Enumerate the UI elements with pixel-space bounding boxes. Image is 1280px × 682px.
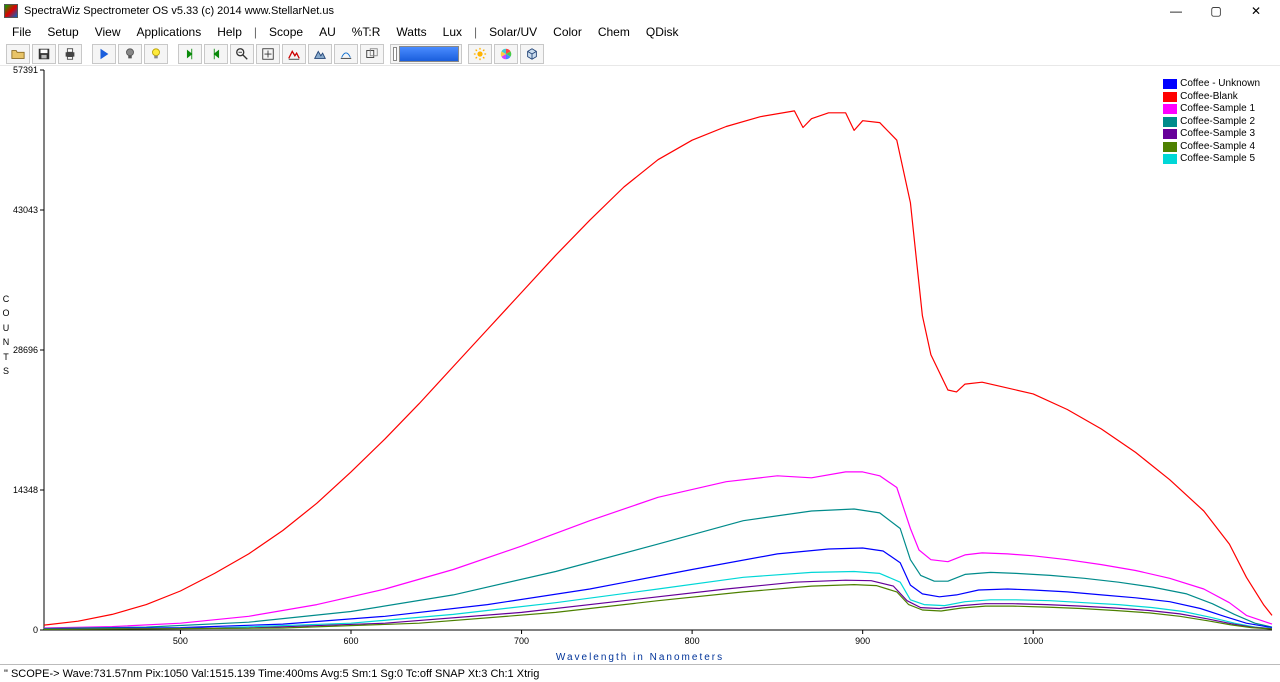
- chart-legend: Coffee - UnknownCoffee-BlankCoffee-Sampl…: [1163, 78, 1260, 166]
- svg-text:600: 600: [343, 636, 358, 646]
- menu-au[interactable]: AU: [311, 23, 344, 41]
- legend-item: Coffee-Sample 1: [1163, 103, 1260, 116]
- svg-text:700: 700: [514, 636, 529, 646]
- legend-label: Coffee - Unknown: [1180, 78, 1260, 91]
- menu-separator: |: [250, 23, 261, 41]
- print-icon[interactable]: [58, 44, 82, 64]
- legend-item: Coffee-Blank: [1163, 91, 1260, 104]
- 3d-icon[interactable]: [520, 44, 544, 64]
- bulb-off-icon[interactable]: [118, 44, 142, 64]
- legend-swatch: [1163, 92, 1177, 102]
- legend-item: Coffee - Unknown: [1163, 78, 1260, 91]
- cursor-right-icon[interactable]: [204, 44, 228, 64]
- toolbar: [0, 42, 1280, 66]
- legend-label: Coffee-Sample 4: [1180, 141, 1255, 154]
- svg-text:900: 900: [855, 636, 870, 646]
- svg-text:43043: 43043: [13, 205, 38, 215]
- svg-text:1000: 1000: [1023, 636, 1043, 646]
- maximize-button[interactable]: ▢: [1196, 0, 1236, 22]
- y-axis-label: COUNTS: [2, 292, 10, 378]
- svg-text:0: 0: [33, 625, 38, 635]
- legend-swatch: [1163, 129, 1177, 139]
- svg-text:500: 500: [173, 636, 188, 646]
- status-text: " SCOPE-> Wave:731.57nm Pix:1050 Val:151…: [4, 668, 539, 680]
- menu-tr[interactable]: %T:R: [344, 23, 389, 41]
- open-icon[interactable]: [6, 44, 30, 64]
- legend-item: Coffee-Sample 3: [1163, 128, 1260, 141]
- autoscale-icon[interactable]: [256, 44, 280, 64]
- legend-item: Coffee-Sample 5: [1163, 153, 1260, 166]
- play-icon[interactable]: [92, 44, 116, 64]
- spectrum-chart[interactable]: 0 14348 28696 43043 57391 500 600 700 800 900 1000: [0, 66, 1280, 664]
- chart-area: 0 14348 28696 43043 57391 500 600 700 800 900 1000…: [0, 66, 1280, 664]
- cursor-left-icon[interactable]: [178, 44, 202, 64]
- legend-swatch: [1163, 142, 1177, 152]
- menu-chem[interactable]: Chem: [590, 23, 638, 41]
- x-axis-label: Wavelength in Nanometers: [556, 652, 724, 663]
- legend-label: Coffee-Sample 2: [1180, 116, 1255, 129]
- zoom-out-icon[interactable]: [230, 44, 254, 64]
- peak-icon[interactable]: [282, 44, 306, 64]
- legend-label: Coffee-Sample 1: [1180, 103, 1255, 116]
- app-icon: [4, 4, 18, 18]
- menu-view[interactable]: View: [87, 23, 129, 41]
- legend-label: Coffee-Sample 5: [1180, 153, 1255, 166]
- menu-color[interactable]: Color: [545, 23, 590, 41]
- intensity-bar[interactable]: [390, 44, 462, 64]
- bulb-on-icon[interactable]: [144, 44, 168, 64]
- menu-separator: |: [470, 23, 481, 41]
- svg-text:57391: 57391: [13, 66, 38, 75]
- title-bar: SpectraWiz Spectrometer OS v5.33 (c) 201…: [0, 0, 1280, 22]
- baseline-icon[interactable]: [334, 44, 358, 64]
- legend-swatch: [1163, 117, 1177, 127]
- svg-text:14348: 14348: [13, 485, 38, 495]
- legend-swatch: [1163, 154, 1177, 164]
- color-wheel-icon[interactable]: [494, 44, 518, 64]
- legend-item: Coffee-Sample 2: [1163, 116, 1260, 129]
- minimize-button[interactable]: —: [1156, 0, 1196, 22]
- legend-swatch: [1163, 79, 1177, 89]
- menu-applications[interactable]: Applications: [129, 23, 210, 41]
- save-icon[interactable]: [32, 44, 56, 64]
- menu-setup[interactable]: Setup: [39, 23, 86, 41]
- legend-swatch: [1163, 104, 1177, 114]
- legend-label: Coffee-Blank: [1180, 91, 1238, 104]
- overlay-icon[interactable]: [360, 44, 384, 64]
- svg-text:800: 800: [685, 636, 700, 646]
- status-bar: " SCOPE-> Wave:731.57nm Pix:1050 Val:151…: [0, 664, 1280, 682]
- menu-solaruv[interactable]: Solar/UV: [481, 23, 545, 41]
- area-icon[interactable]: [308, 44, 332, 64]
- menu-help[interactable]: Help: [209, 23, 250, 41]
- menu-file[interactable]: File: [4, 23, 39, 41]
- menu-watts[interactable]: Watts: [388, 23, 434, 41]
- window-title: SpectraWiz Spectrometer OS v5.33 (c) 201…: [24, 5, 334, 17]
- menu-bar: File Setup View Applications Help | Scop…: [0, 22, 1280, 42]
- svg-text:28696: 28696: [13, 345, 38, 355]
- legend-item: Coffee-Sample 4: [1163, 141, 1260, 154]
- menu-lux[interactable]: Lux: [435, 23, 470, 41]
- menu-scope[interactable]: Scope: [261, 23, 311, 41]
- sun-icon[interactable]: [468, 44, 492, 64]
- menu-qdisk[interactable]: QDisk: [638, 23, 687, 41]
- legend-label: Coffee-Sample 3: [1180, 128, 1255, 141]
- close-button[interactable]: ✕: [1236, 0, 1276, 22]
